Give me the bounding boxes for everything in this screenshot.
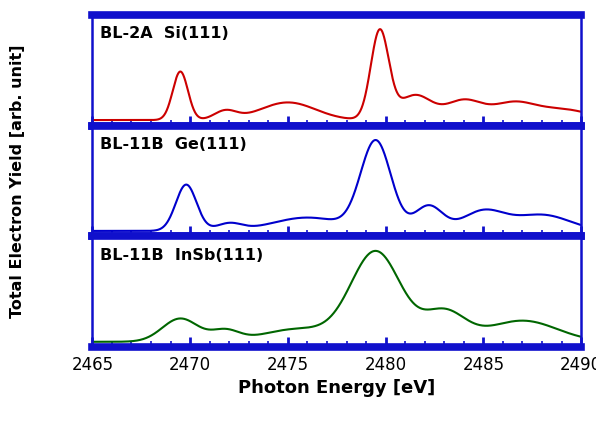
Text: Total Electron Yield [arb. unit]: Total Electron Yield [arb. unit] (10, 44, 26, 318)
Text: BL-2A  Si(111): BL-2A Si(111) (100, 26, 228, 41)
Text: BL-11B  Ge(111): BL-11B Ge(111) (100, 137, 247, 152)
X-axis label: Photon Energy [eV]: Photon Energy [eV] (238, 379, 435, 397)
Text: BL-11B  InSb(111): BL-11B InSb(111) (100, 248, 263, 263)
